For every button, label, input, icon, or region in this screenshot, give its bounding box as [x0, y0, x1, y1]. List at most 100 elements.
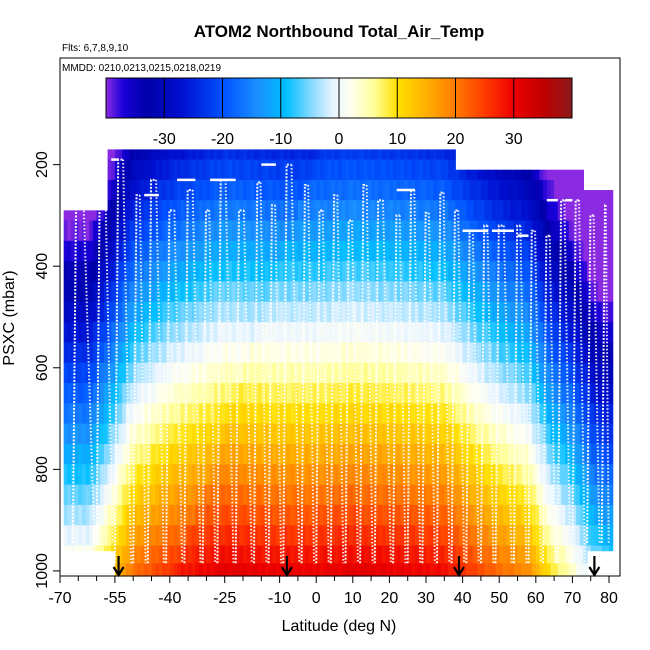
heatmap-cell: [268, 322, 273, 343]
heatmap-cell: [605, 281, 610, 303]
heatmap-cell: [312, 342, 317, 364]
heatmap-cell: [169, 403, 175, 425]
heatmap-cell: [341, 261, 347, 283]
heatmap-cell: [250, 220, 255, 242]
heatmap-cell: [447, 179, 453, 201]
heatmap-cell: [572, 200, 577, 222]
heatmap-cell: [382, 464, 387, 486]
heatmap-cell: [440, 240, 445, 262]
heatmap-cell: [393, 159, 398, 181]
heatmap-cell: [455, 563, 460, 577]
heatmap-cell: [180, 179, 186, 201]
heatmap-cell: [272, 301, 277, 323]
heatmap-cell: [283, 443, 288, 465]
heatmap-cell: [429, 525, 434, 547]
heatmap-cell: [221, 240, 226, 262]
colorbar-swatch: [213, 78, 218, 118]
heatmap-cell: [594, 545, 599, 552]
heatmap-cell: [433, 563, 438, 577]
heatmap-cell: [455, 403, 460, 425]
heatmap-cell: [389, 423, 394, 445]
heatmap-cell: [583, 362, 588, 384]
heatmap-cell: [349, 200, 354, 222]
heatmap-cell: [491, 342, 497, 364]
profile-ascent: [359, 184, 367, 564]
heatmap-cell: [261, 484, 266, 506]
heatmap-cell: [243, 563, 248, 577]
heatmap-cell: [133, 179, 138, 201]
heatmap-cell: [144, 484, 149, 506]
heatmap-cell: [111, 504, 116, 526]
heatmap-cell: [583, 220, 588, 242]
heatmap-cell: [404, 443, 409, 465]
heatmap-cell: [316, 504, 321, 526]
heatmap-cell: [96, 281, 101, 303]
heatmap-cell: [543, 200, 548, 222]
heatmap-cell: [122, 484, 127, 506]
heatmap-cell: [532, 169, 537, 181]
heatmap-cell: [228, 545, 233, 564]
heatmap-cell: [609, 545, 614, 552]
heatmap-cell: [601, 545, 606, 552]
heatmap-cell: [286, 301, 292, 323]
heatmap-cell: [506, 484, 511, 506]
heatmap-cell: [436, 545, 442, 564]
heatmap-cell: [323, 362, 328, 384]
heatmap-cell: [418, 423, 423, 445]
heatmap-cell: [162, 149, 167, 161]
heatmap-cell: [469, 200, 475, 222]
heatmap-cell: [279, 179, 284, 201]
heatmap-cell: [261, 362, 266, 384]
heatmap-cell: [125, 159, 131, 181]
heatmap-cell: [338, 545, 343, 564]
heatmap-cell: [371, 159, 376, 181]
heatmap-cell: [488, 301, 493, 323]
heatmap-cell: [323, 464, 328, 486]
heatmap-cell: [488, 200, 493, 222]
heatmap-cell: [415, 484, 420, 506]
heatmap-cell: [480, 179, 486, 201]
heatmap-cell: [257, 200, 262, 222]
heatmap-cell: [385, 563, 391, 577]
x-tick-label: 70: [564, 590, 582, 607]
heatmap-cell: [279, 159, 284, 181]
heatmap-cell: [206, 301, 211, 323]
heatmap-cell: [151, 322, 156, 343]
heatmap-cell: [301, 322, 306, 343]
heatmap-cell: [554, 423, 559, 445]
heatmap-cell: [191, 301, 197, 323]
heatmap-cell: [462, 281, 467, 303]
heatmap-cell: [257, 342, 262, 364]
heatmap-cell: [363, 563, 369, 577]
heatmap-cell: [283, 563, 288, 577]
heatmap-cell: [480, 200, 486, 222]
colorbar-swatch: [440, 78, 445, 118]
heatmap-cell: [85, 220, 90, 242]
heatmap-cell: [561, 403, 566, 425]
colorbar-swatch: [403, 78, 407, 118]
chart-title: ATOM2 Northbound Total_Air_Temp: [194, 22, 485, 41]
arrow-head: [280, 566, 293, 578]
heatmap-cell: [312, 159, 317, 181]
heatmap-cell: [316, 149, 321, 161]
heatmap-cell: [382, 403, 387, 425]
heatmap-cell: [301, 423, 306, 445]
heatmap-cell: [480, 403, 486, 425]
heatmap-cell: [316, 322, 321, 343]
heatmap-cell: [206, 342, 211, 364]
heatmap-cell: [609, 423, 614, 445]
heatmap-cell: [495, 545, 500, 564]
heatmap-cell: [385, 342, 391, 364]
heatmap-cell: [253, 545, 259, 564]
heatmap-cell: [246, 545, 251, 564]
heatmap-cell: [114, 443, 120, 465]
heatmap-cell: [118, 484, 123, 506]
heatmap-cell: [521, 563, 526, 577]
heatmap-cell: [136, 220, 142, 242]
heatmap-cell: [411, 362, 416, 384]
heatmap-cell: [74, 443, 79, 465]
profile-ascent: [527, 229, 536, 564]
colorbar-tick-label: 30: [505, 131, 523, 148]
heatmap-cell: [513, 443, 519, 465]
heatmap-cell: [111, 545, 116, 552]
